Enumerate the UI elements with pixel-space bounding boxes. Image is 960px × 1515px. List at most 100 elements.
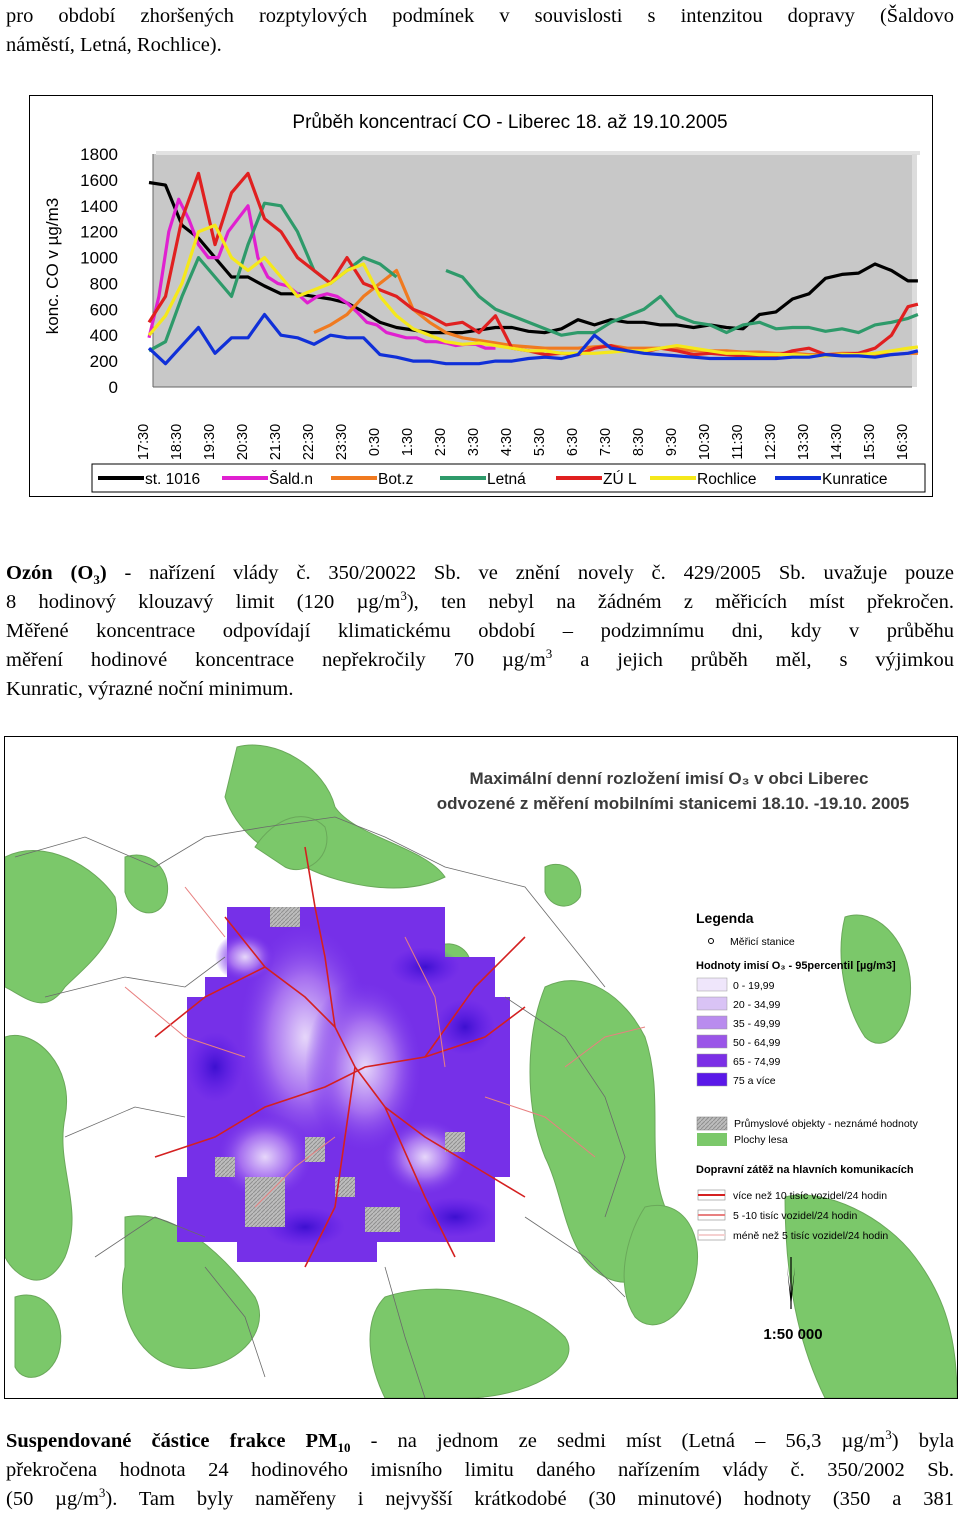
- text-line: Ozón (O3) - nařízení vlády č. 350/20022 …: [6, 559, 954, 588]
- class-label: 65 - 74,99: [733, 1056, 780, 1068]
- forest-areas: [5, 744, 957, 1398]
- x-tick-label: 2:30: [433, 428, 449, 456]
- map-svg: Maximální denní rozložení imisí O₃ v obc…: [5, 744, 957, 1398]
- text-span: a jejich průběh měl, s výjimkou: [552, 649, 954, 671]
- class-label: 75 a více: [733, 1075, 776, 1087]
- map-scale: 1:50 000: [763, 1326, 822, 1343]
- co-concentration-chart: Průběh koncentrací CO - Liberec 18. až 1…: [29, 95, 933, 497]
- x-tick-label: 4:30: [499, 428, 515, 456]
- text-line: překročena hodnota 24 hodinového imisníh…: [6, 1459, 954, 1481]
- x-tick-label: 12:30: [763, 424, 779, 460]
- text-span: ), ten nebyl na žádném z měřicích míst p…: [406, 591, 954, 613]
- legend-station: Měřicí stanice: [730, 936, 795, 948]
- y-tick-label: 1400: [80, 197, 118, 216]
- x-tick-label: 22:30: [301, 424, 317, 460]
- ozone-sub: 3: [93, 572, 100, 588]
- legend-label: Rochlice: [697, 471, 756, 488]
- text-span: ) byla: [891, 1430, 955, 1452]
- text-line: náměstí, Letná, Rochlice).: [6, 34, 222, 56]
- x-tick-label: 3:30: [466, 428, 482, 456]
- ozone-map: Maximální denní rozložení imisí O₃ v obc…: [4, 736, 958, 1399]
- legend-label: Kunratice: [822, 471, 887, 488]
- plot-background-edge: [156, 151, 920, 155]
- paragraph-ozone: Ozón (O3) - nařízení vlády č. 350/20022 …: [6, 559, 954, 704]
- x-tick-label: 0:30: [367, 428, 383, 456]
- series-line: [148, 180, 918, 335]
- plot-area: 0 200 400 600 800 1000 1200 1400 1600 1800 17:30 18…: [80, 145, 920, 460]
- chart-title: Průběh koncentrací CO - Liberec 18. až 1…: [292, 112, 727, 133]
- text-line: 8 hodinový klouzavý limit (120 µg/m3), t…: [6, 588, 954, 617]
- y-tick-label: 800: [90, 274, 118, 293]
- x-tick-label: 11:30: [730, 424, 746, 459]
- series-line: [147, 223, 919, 358]
- ozone-heading: Ozón (O: [6, 562, 94, 584]
- pm10-heading: Suspendované částice frakce PM: [6, 1430, 338, 1452]
- x-tick-label: 5:30: [532, 428, 548, 456]
- class-label: 35 - 49,99: [733, 1018, 780, 1030]
- text-line: pro období zhoršených rozptylových podmí…: [6, 5, 954, 27]
- legend-title: Legenda: [696, 910, 754, 926]
- text-line: Suspendované částice frakce PM10 - na je…: [6, 1427, 954, 1456]
- traffic-label: více než 10 tisíc vozidel/24 hodin: [733, 1190, 887, 1202]
- text-line: (50 µg/m3). Tam byly naměřeny i nejvyšší…: [6, 1485, 954, 1514]
- traffic-label: 5 -10 tisíc vozidel/24 hodin: [733, 1210, 857, 1222]
- legend-traffic: více než 10 tisíc vozidel/24 hodin 5 -10 …: [697, 1189, 888, 1242]
- class-label: 20 - 34,99: [733, 999, 780, 1011]
- forest-swatch: [697, 1133, 727, 1146]
- ozone-field: [177, 907, 510, 1262]
- x-tick-label: 8:30: [631, 428, 647, 456]
- text-line: Měřené koncentrace odpovídají klimatické…: [6, 620, 954, 642]
- y-tick-label: 1800: [80, 145, 118, 164]
- class-swatch: [696, 1034, 728, 1049]
- legend-label: st. 1016: [145, 471, 200, 488]
- series-line: [147, 312, 919, 366]
- legend-label: Šald.n: [269, 471, 313, 488]
- class-label: 50 - 64,99: [733, 1037, 780, 1049]
- station-icon: [708, 938, 714, 944]
- x-tick-label: 6:30: [565, 428, 581, 456]
- legend-values-title: Hodnoty imisí O₃ - 95percentil [µg/m3]: [696, 960, 896, 972]
- x-tick-label: 23:30: [334, 424, 350, 460]
- text-span: - nařízení vlády č. 350/20022 Sb. ve zně…: [106, 562, 955, 584]
- superscript: 3: [545, 646, 553, 662]
- x-tick-label: 21:30: [268, 424, 284, 460]
- class-swatch: [696, 1053, 728, 1068]
- text-span: ). Tam byly naměřeny i nejvyšší krátkodo…: [105, 1488, 954, 1510]
- y-tick-label: 200: [90, 352, 118, 371]
- class-swatch: [696, 996, 728, 1011]
- legend-label: ZÚ L: [603, 471, 637, 488]
- chart-y-label: konc. CO v µg/m3: [43, 198, 62, 334]
- y-tick-label: 1200: [80, 223, 118, 242]
- legend-industrial: Průmyslové objekty - neznámé hodnoty: [734, 1118, 919, 1130]
- x-tick-label: 14:30: [829, 424, 845, 460]
- chart-legend: st. 1016 Šald.n Bot.z Letná ZÚ L Rochlice Kunr…: [91, 463, 926, 493]
- class-label: 0 - 19,99: [733, 980, 775, 992]
- minor-roads: [124, 886, 646, 1208]
- traffic-label: méně než 5 tisíc vozidel/24 hodin: [733, 1230, 888, 1242]
- text-span: (50 µg/m: [6, 1488, 99, 1510]
- paragraph-intro: pro období zhoršených rozptylových podmí…: [6, 2, 954, 60]
- class-swatch: [696, 1072, 728, 1087]
- chart-svg: Průběh koncentrací CO - Liberec 18. až 1…: [43, 112, 926, 493]
- x-tick-label: 10:30: [697, 424, 713, 460]
- x-tick-label: 7:30: [598, 428, 614, 456]
- y-tick-label: 400: [90, 326, 118, 345]
- x-tick-label: 1:30: [400, 428, 416, 456]
- y-tick-label: 1600: [80, 171, 118, 190]
- map-subtitle: odvozené z měření mobilními stanicemi 18…: [437, 794, 909, 813]
- boundaries: [14, 816, 626, 1398]
- x-tick-label: 17:30: [136, 424, 152, 460]
- x-tick-label: 20:30: [235, 424, 251, 460]
- x-tick-label: 16:30: [895, 424, 911, 460]
- roads: [154, 846, 526, 1268]
- industrial-swatch: [696, 1116, 728, 1131]
- text-line: měření hodinové koncentrace nepřekročily…: [6, 646, 954, 675]
- x-tick-label: 15:30: [862, 424, 878, 460]
- y-tick-label: 600: [90, 300, 118, 319]
- legend-label: Bot.z: [378, 471, 413, 488]
- series-line: [148, 201, 919, 353]
- legend-traffic-title: Dopravní zátěž na hlavních komunikacích: [696, 1164, 914, 1176]
- plot-background-edge: [912, 154, 917, 387]
- map-title: Maximální denní rozložení imisí O₃ v obc…: [470, 769, 869, 788]
- x-tick-label: 13:30: [796, 424, 812, 460]
